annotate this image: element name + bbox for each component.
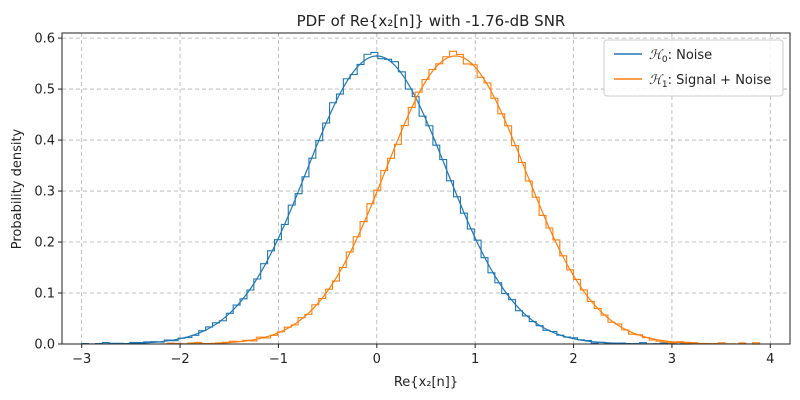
x-tick-label: 3	[668, 352, 676, 367]
y-tick-label: 0.5	[34, 83, 55, 98]
x-tick-label: 1	[471, 352, 479, 367]
pdf-curve-noise	[81, 55, 692, 345]
y-tick-label: 0.1	[34, 287, 55, 302]
x-axis: −3 −2 −1 0 1 2 3 4	[72, 344, 774, 367]
y-tick-label: 0.3	[34, 185, 55, 200]
x-tick-label: 0	[373, 352, 381, 367]
legend-label-noise-prefix: ℋ	[649, 48, 664, 63]
x-axis-label: Re{x₂[n]}	[394, 375, 458, 390]
y-tick-label: 0.4	[34, 134, 55, 149]
legend: ℋ0: Noise ℋ1: Signal + Noise	[603, 39, 784, 97]
legend-label-signal-sub: 1	[662, 80, 668, 90]
legend-label-noise: ℋ0: Noise	[649, 48, 712, 65]
legend-label-signal-prefix: ℋ	[649, 73, 664, 88]
legend-label-signal-suffix: : Signal + Noise	[668, 73, 772, 88]
x-tick-label: −3	[72, 352, 91, 367]
x-tick-label: 2	[569, 352, 577, 367]
histogram-noise	[81, 51, 696, 345]
y-tick-label: 0.0	[34, 338, 55, 353]
x-tick-label: 4	[766, 352, 774, 367]
histogram-signal	[160, 50, 767, 345]
y-tick-label: 0.6	[34, 32, 55, 47]
legend-label-noise-sub: 0	[662, 55, 668, 65]
chart-title: PDF of Re{x₂[n]} with -1.76-dB SNR	[297, 12, 566, 30]
y-axis: 0.0 0.1 0.2 0.3 0.4 0.5 0.6	[34, 32, 62, 353]
pdf-curve-signal	[160, 55, 761, 345]
y-tick-label: 0.2	[34, 236, 55, 251]
series-layer	[81, 50, 767, 345]
plot-frame	[61, 32, 791, 345]
x-tick-label: −2	[170, 352, 189, 367]
y-axis-label: Probability density	[10, 128, 25, 249]
legend-label-noise-suffix: : Noise	[668, 48, 713, 63]
legend-label-signal: ℋ1: Signal + Noise	[649, 73, 771, 90]
x-tick-label: −1	[269, 352, 288, 367]
legend-box	[603, 39, 784, 97]
